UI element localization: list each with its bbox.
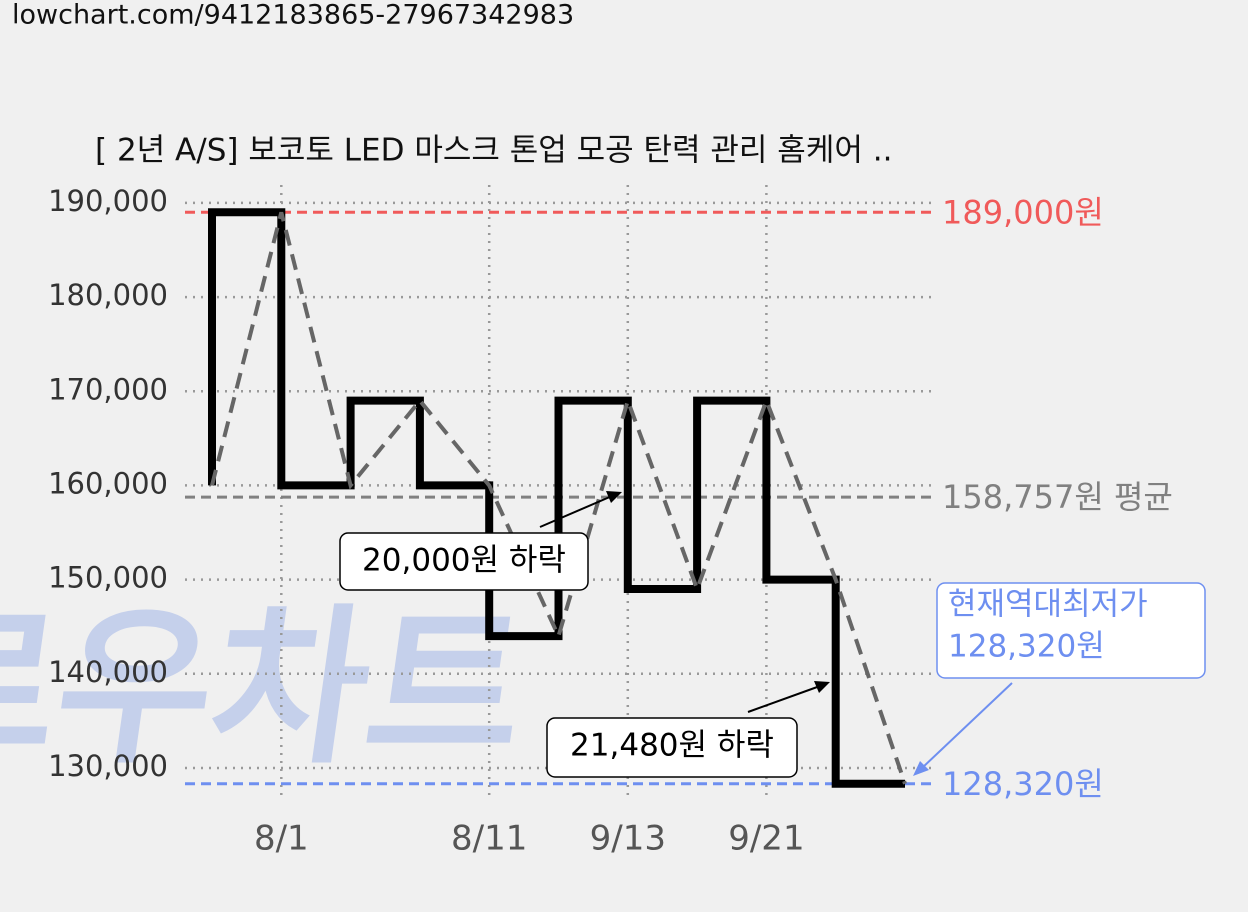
step-line (208, 208, 905, 788)
annotation-box (339, 532, 589, 591)
annotation-box (936, 582, 1206, 679)
y-tick-label: 170,000 (48, 372, 168, 406)
reference-label: 189,000원 (942, 193, 1104, 231)
arrow-head (913, 761, 929, 776)
x-tick-label: 8/1 (254, 819, 309, 859)
trend-line (210, 211, 907, 785)
x-tick-label: 9/21 (728, 819, 804, 859)
chart-title: [ 2년 A/S] 보코토 LED 마스크 톤업 모공 탄력 관리 홈케어 .. (95, 133, 892, 169)
y-tick-label: 150,000 (48, 561, 168, 595)
x-tick-label: 8/11 (451, 819, 527, 859)
arrow (747, 685, 821, 713)
reference-label: 128,320원 (942, 765, 1104, 803)
annotation-text: 현재역대최저가 (948, 587, 1148, 623)
annotation-text: 128,320원 (948, 629, 1105, 665)
arrow-head (814, 681, 830, 693)
arrow (539, 495, 613, 528)
y-tick-label: 180,000 (48, 278, 168, 312)
y-tick-label: 160,000 (48, 466, 168, 500)
y-tick-label: 190,000 (48, 184, 168, 218)
annotation-text: 21,480원 하락 (570, 728, 774, 764)
watermark: 로우차트 (0, 589, 537, 787)
page-url: lowchart.com/9412183865-27967342983 (12, 0, 574, 31)
annotation-box (546, 717, 798, 778)
y-tick-label: 130,000 (48, 749, 168, 783)
reference-label: 158,757원 평균 (942, 478, 1173, 516)
arrow-head (606, 491, 622, 503)
arrow (921, 682, 1013, 769)
y-tick-label: 140,000 (48, 655, 168, 689)
annotation-text: 20,000원 하락 (362, 543, 566, 579)
x-tick-label: 9/13 (590, 819, 666, 859)
